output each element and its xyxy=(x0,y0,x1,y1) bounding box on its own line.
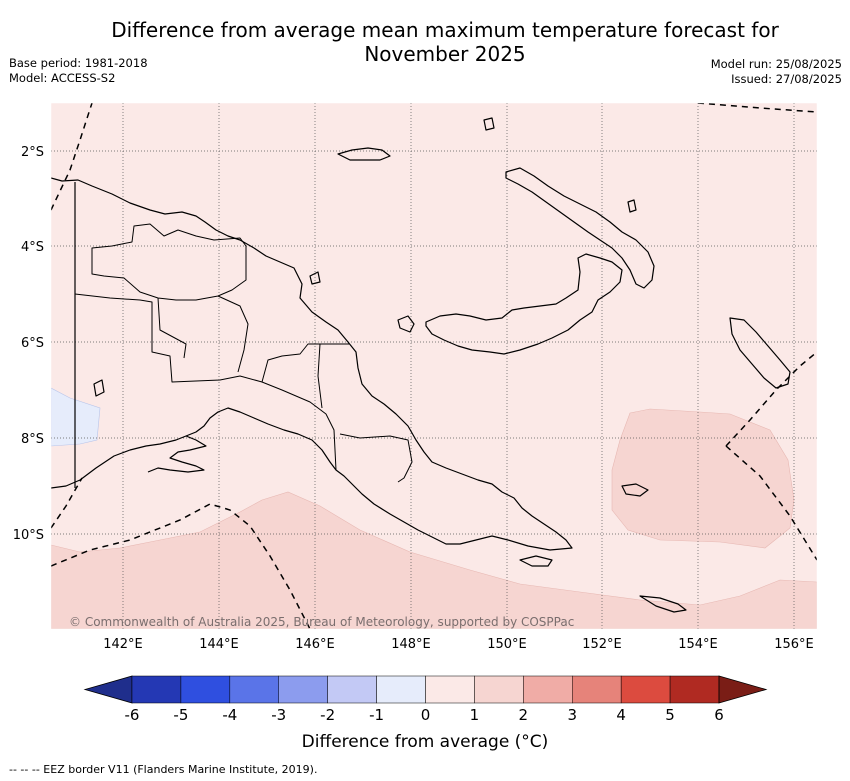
colorbar-tick-label: 0 xyxy=(421,706,431,724)
lat-axis: 2°S 4°S 6°S 8°S 10°S xyxy=(13,145,44,543)
colorbar xyxy=(83,675,768,704)
lat-label: 10°S xyxy=(13,528,44,543)
colorbar-label: Difference from average (°C) xyxy=(301,732,549,752)
coastlines xyxy=(51,117,791,613)
lon-label: 144°E xyxy=(199,637,239,652)
colorbar-tick-label: 4 xyxy=(616,706,626,724)
south-coast-detail xyxy=(147,435,207,473)
eez-west xyxy=(51,477,83,529)
lat-label: 6°S xyxy=(21,336,44,351)
model-run: Model run: 25/08/2025 xyxy=(710,57,842,71)
copyright-notice: © Commonwealth of Australia 2025, Bureau… xyxy=(69,615,574,629)
colorbar-segment xyxy=(572,675,622,704)
colorbar-tick-label: -2 xyxy=(320,706,335,724)
colorbar-segment xyxy=(620,675,671,704)
eez-east xyxy=(697,103,817,113)
colorbar-tick-label: -6 xyxy=(125,706,140,724)
colorbar-tick-label: -5 xyxy=(173,706,188,724)
colorbar-tick-label: 1 xyxy=(470,706,480,724)
small-island-5 xyxy=(93,379,105,397)
new-guinea-coast xyxy=(51,177,573,551)
bougainville-coast xyxy=(729,317,791,389)
meta-left: Base period: 1981-2018 Model: ACCESS-S2 xyxy=(9,56,148,86)
model-name: Model: ACCESS-S2 xyxy=(9,71,116,85)
colorbar-extend-low xyxy=(83,675,133,704)
colorbar-tick-label: -1 xyxy=(369,706,384,724)
colorbar-segment xyxy=(278,675,328,704)
colorbar-tick-label: 5 xyxy=(665,706,675,724)
issued-date: Issued: 27/08/2025 xyxy=(731,72,842,86)
map-title: Difference from average mean maximum tem… xyxy=(111,18,779,66)
eez-west-south xyxy=(51,503,311,629)
colorbar-segment xyxy=(425,675,475,704)
manus-coast xyxy=(337,147,391,161)
lat-label: 2°S xyxy=(21,145,44,160)
colorbar-extend-high xyxy=(718,675,768,704)
colorbar-segment xyxy=(474,675,524,704)
lon-label: 146°E xyxy=(295,637,335,652)
graticule xyxy=(51,103,817,629)
eez-southeast xyxy=(725,351,817,561)
lon-label: 142°E xyxy=(103,637,143,652)
lon-label: 154°E xyxy=(678,637,718,652)
colorbar-segment xyxy=(669,675,720,704)
woodlark-island xyxy=(621,483,649,497)
colorbar-segment xyxy=(327,675,377,704)
warm-anomaly-east xyxy=(611,408,795,549)
eez-footnote: -- -- -- EEZ border V11 (Flanders Marine… xyxy=(9,763,318,776)
small-island-1 xyxy=(397,315,415,333)
eez-north xyxy=(51,103,93,211)
eez-borders xyxy=(51,103,817,629)
colorbar-tick-label: -3 xyxy=(271,706,286,724)
province-boundaries xyxy=(74,223,413,483)
d-entrecasteaux-island xyxy=(519,555,553,567)
colorbar-tick-label: -4 xyxy=(222,706,237,724)
lon-label: 152°E xyxy=(582,637,622,652)
colorbar-segment xyxy=(229,675,279,704)
new-britain-coast xyxy=(425,253,623,355)
colorbar-segment xyxy=(376,675,426,704)
new-ireland-coast xyxy=(505,167,655,289)
colorbar-segment xyxy=(180,675,231,704)
lon-label: 150°E xyxy=(487,637,527,652)
colorbar-ticks: -6 -5 -4 -3 -2 -1 0 1 2 3 4 5 6 xyxy=(125,706,724,724)
base-period: Base period: 1981-2018 xyxy=(9,56,148,70)
lon-label: 156°E xyxy=(774,637,814,652)
lat-label: 4°S xyxy=(21,240,44,255)
meta-right: Model run: 25/08/2025 Issued: 27/08/2025 xyxy=(711,57,842,87)
colorbar-tick-label: 2 xyxy=(519,706,529,724)
map-frame xyxy=(50,102,818,630)
louisiade-island xyxy=(639,595,687,613)
map-panel: © Commonwealth of Australia 2025, Bureau… xyxy=(51,103,817,629)
lon-label: 148°E xyxy=(391,637,431,652)
colorbar-segment xyxy=(523,675,573,704)
colorbar-segment xyxy=(131,675,182,704)
warm-anomaly-south xyxy=(51,491,817,629)
colorbar-tick-label: 3 xyxy=(567,706,577,724)
lon-axis: 142°E 144°E 146°E 148°E 150°E 152°E 154°… xyxy=(103,637,814,652)
small-island-2 xyxy=(309,271,321,285)
small-island-4 xyxy=(627,199,637,213)
colorbar-tick-label: 6 xyxy=(714,706,724,724)
small-island-3 xyxy=(483,117,495,131)
lat-label: 8°S xyxy=(21,432,44,447)
